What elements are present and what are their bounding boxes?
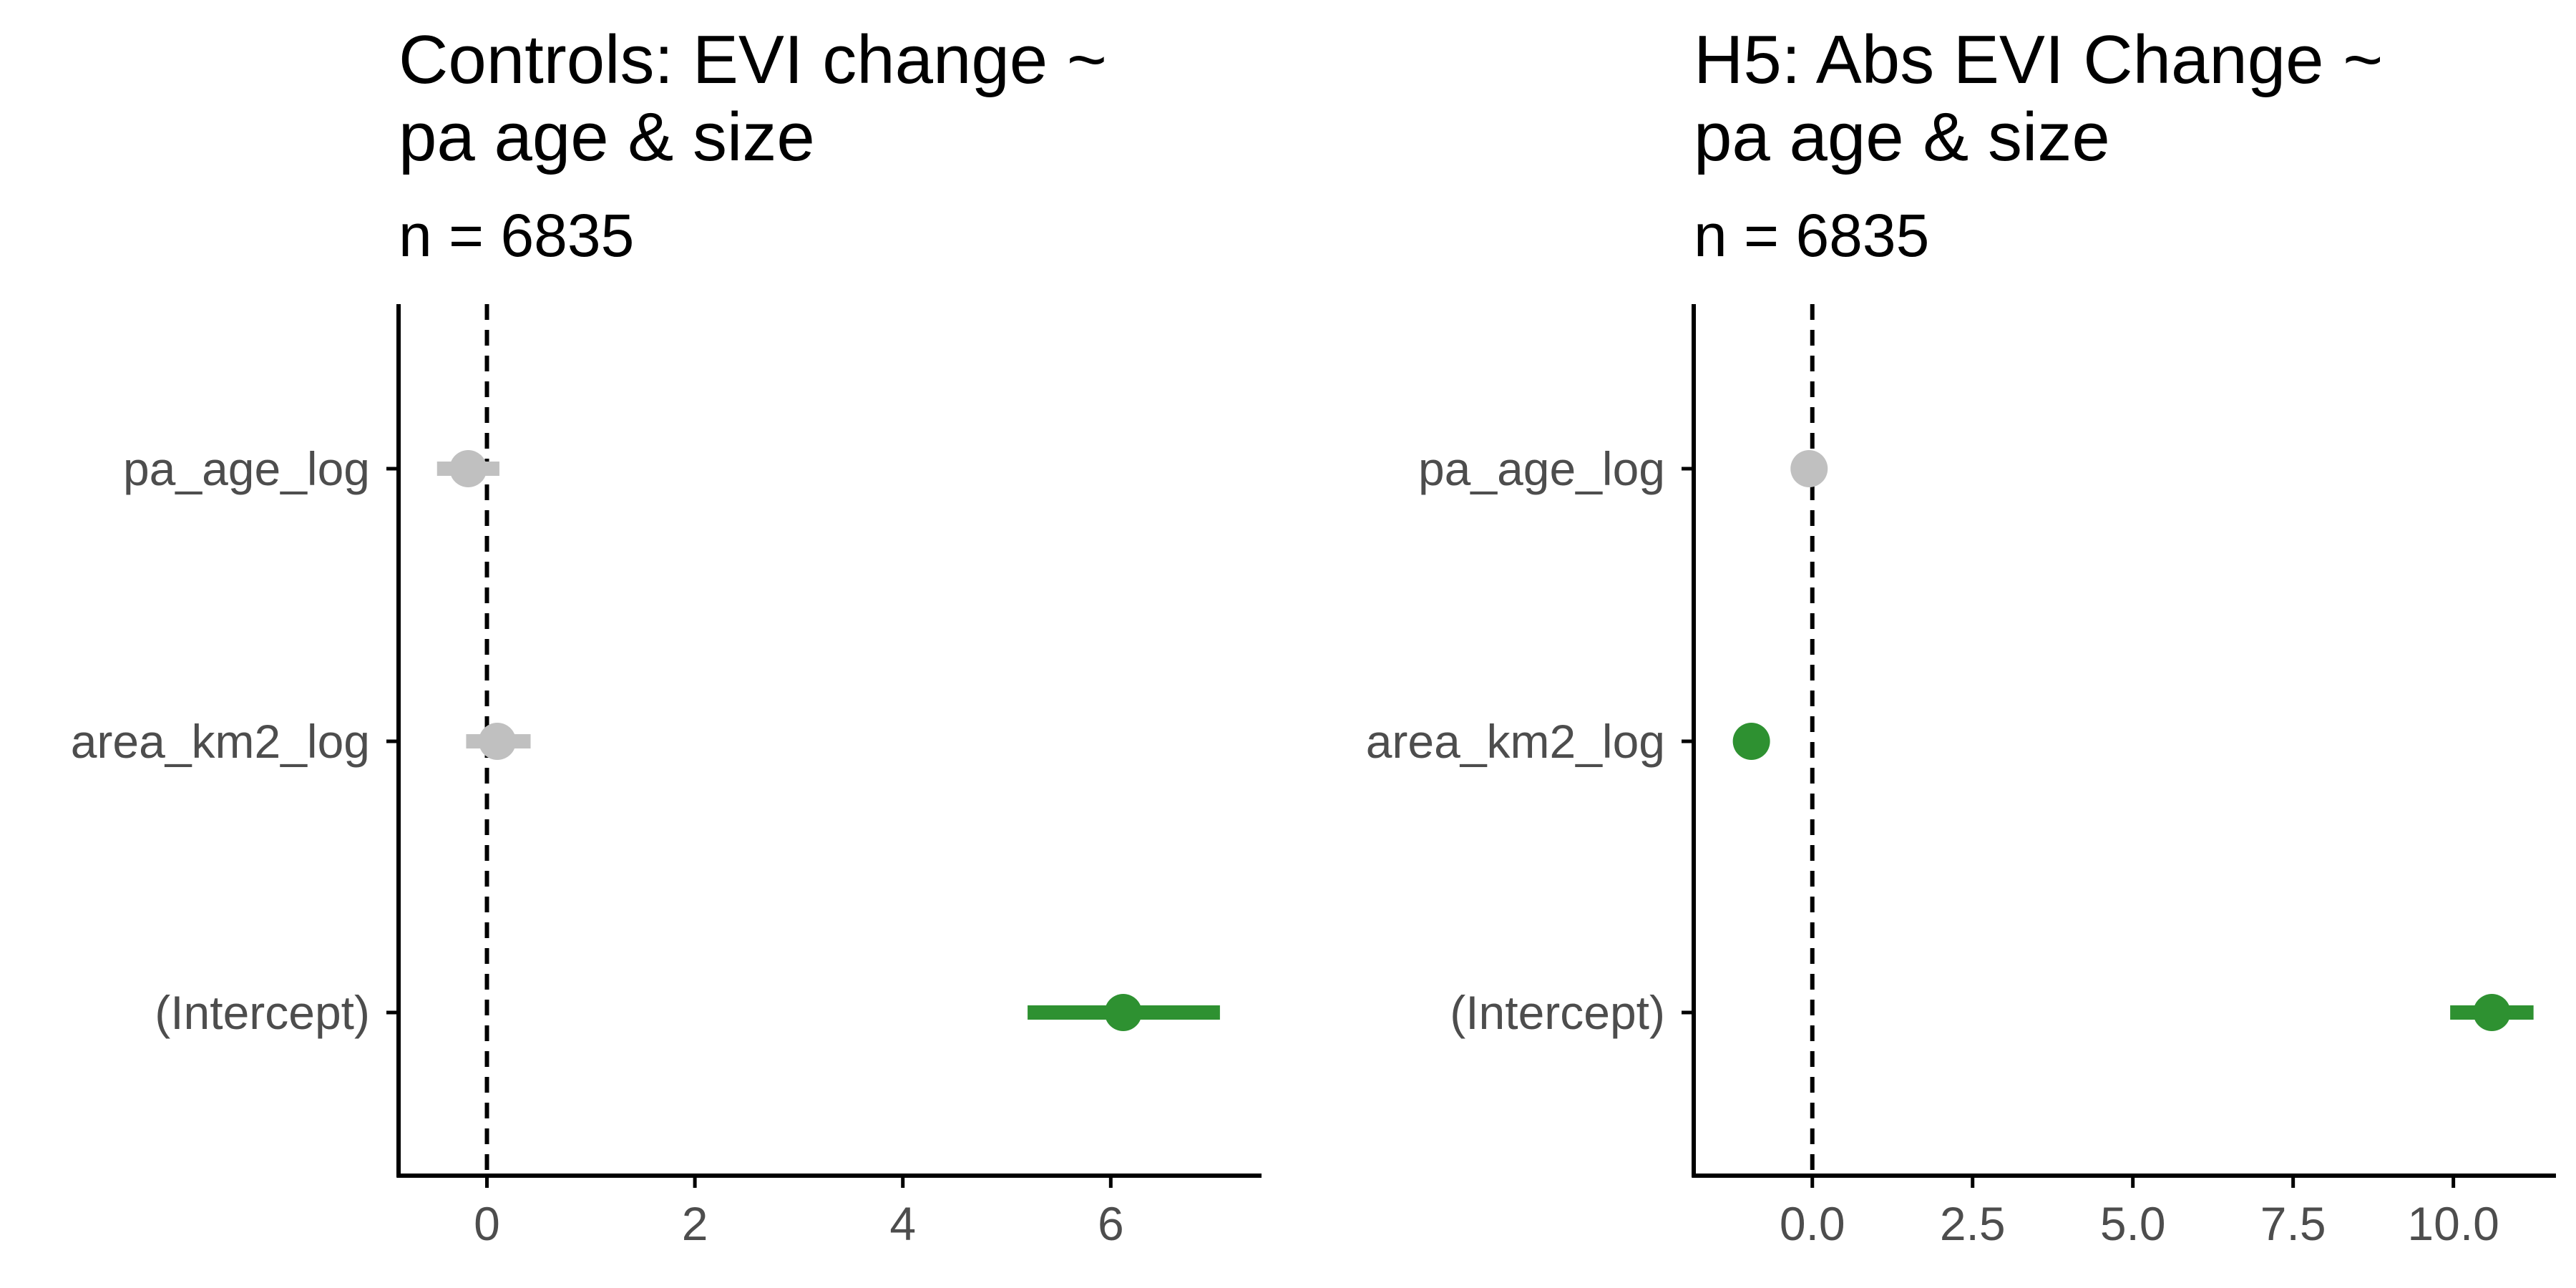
- estimate-point: [1790, 450, 1828, 487]
- y-tick-label: area_km2_log: [71, 715, 370, 768]
- y-tick-label: pa_age_log: [1418, 442, 1665, 495]
- y-tick-label: area_km2_log: [1366, 715, 1665, 768]
- y-tick-label: (Intercept): [1450, 986, 1665, 1039]
- y-tick-label: pa_age_log: [123, 442, 370, 495]
- panel-1-title-line-1: Controls: EVI change ~: [399, 21, 1107, 98]
- x-tick-label: 2: [682, 1197, 708, 1250]
- panel-2-title-line-1: H5: Abs EVI Change ~: [1694, 21, 2384, 98]
- estimate-point: [1732, 723, 1770, 760]
- y-tick-label: (Intercept): [155, 986, 370, 1039]
- estimate-point: [479, 723, 517, 760]
- estimate-point: [1104, 994, 1142, 1031]
- x-tick-label: 6: [1098, 1197, 1124, 1250]
- x-tick-label: 10.0: [2407, 1197, 2499, 1250]
- estimate-point: [2473, 994, 2511, 1031]
- panel-2-title-line-2: pa age & size: [1694, 99, 2110, 175]
- x-tick-label: 4: [889, 1197, 916, 1250]
- panel-1-title: Controls: EVI change ~ pa age & size: [399, 21, 1107, 176]
- panel-2-subtitle: n = 6835: [1694, 202, 1930, 269]
- x-tick-label: 0.0: [1780, 1197, 1845, 1250]
- estimate-point: [449, 450, 487, 487]
- x-tick-label: 0: [474, 1197, 500, 1250]
- panel-1-subtitle: n = 6835: [399, 202, 635, 269]
- panel-1: 0 2 4 6 pa_age_log area_km2_log (Intercept): [71, 304, 1262, 1250]
- x-tick-label: 5.0: [2100, 1197, 2166, 1250]
- panel-1-title-line-2: pa age & size: [399, 99, 815, 175]
- panel-2: 0.0 2.5 5.0 7.5 10.0 pa_age_log area_km2_log (I…: [1366, 304, 2556, 1250]
- x-tick-label: 2.5: [1940, 1197, 2006, 1250]
- x-tick-label: 7.5: [2260, 1197, 2326, 1250]
- panel-2-title: H5: Abs EVI Change ~ pa age & size: [1694, 21, 2383, 176]
